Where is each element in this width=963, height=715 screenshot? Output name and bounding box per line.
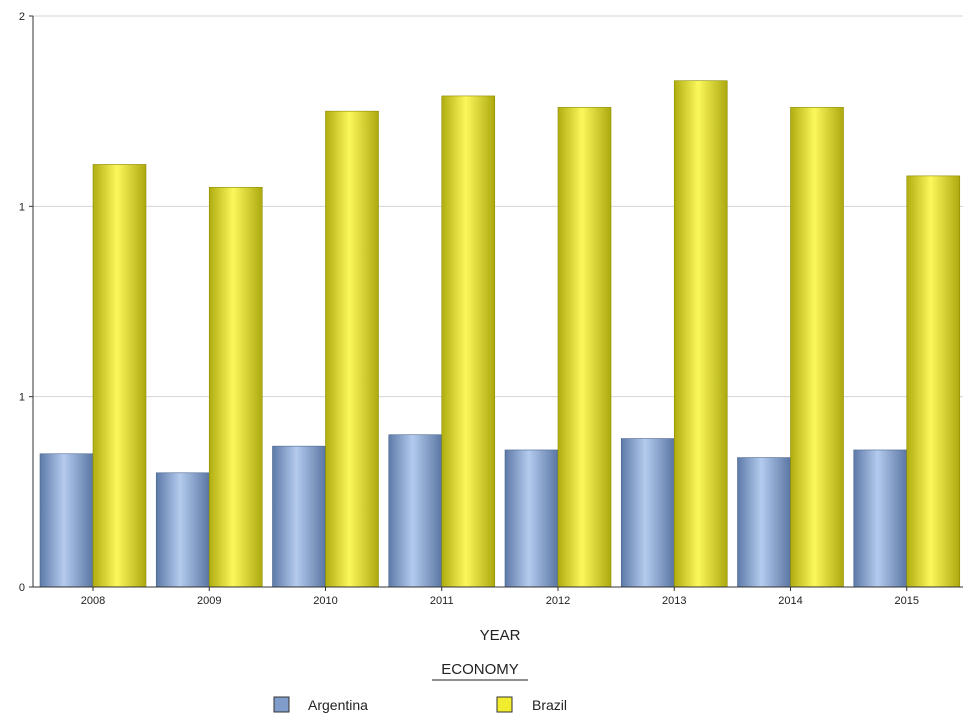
legend: Argentina Brazil xyxy=(273,696,567,713)
legend-title: ECONOMY xyxy=(441,661,519,678)
bar-argentina-2008 xyxy=(39,453,94,588)
bar-argentina-2011 xyxy=(388,434,443,588)
bar-brazil-2008 xyxy=(92,164,147,588)
bar-argentina-2015 xyxy=(853,449,908,588)
y-tick-label: 1 xyxy=(19,392,25,404)
bar-argentina-2010 xyxy=(272,445,326,588)
x-axis-title: YEAR xyxy=(480,627,521,644)
bar-argentina-2014 xyxy=(737,457,791,588)
legend-label-brazil: Brazil xyxy=(532,697,567,713)
y-tick-label: 1 xyxy=(19,201,25,213)
x-tick-label: 2015 xyxy=(895,595,919,607)
bar-brazil-2013 xyxy=(673,80,728,588)
x-tick-label: 2014 xyxy=(778,595,802,607)
x-tick-label: 2013 xyxy=(662,595,686,607)
bar-argentina-2013 xyxy=(620,438,675,588)
bar-brazil-2014 xyxy=(790,107,844,588)
x-axis-ticks: 2008 2009 2010 2011 2012 2013 2014 2015 xyxy=(81,587,919,607)
bar-brazil-2009 xyxy=(208,187,263,588)
bar-argentina-2012 xyxy=(504,449,559,588)
legend-label-argentina: Argentina xyxy=(308,697,368,713)
x-tick-label: 2011 xyxy=(430,595,454,607)
x-tick-label: 2008 xyxy=(81,595,105,607)
y-axis-ticks: 0 1 1 2 xyxy=(19,11,33,594)
bar-argentina-2009 xyxy=(155,472,210,588)
y-tick-label: 2 xyxy=(19,11,25,23)
x-tick-label: 2009 xyxy=(197,595,221,607)
y-tick-label: 0 xyxy=(19,582,25,594)
bar-brazil-2012 xyxy=(557,107,612,588)
bar-brazil-2015 xyxy=(906,175,961,588)
x-tick-label: 2010 xyxy=(313,595,337,607)
legend-swatch-brazil xyxy=(496,696,513,713)
bars xyxy=(39,80,961,588)
legend-swatch-argentina xyxy=(273,696,290,713)
bar-brazil-2011 xyxy=(441,95,496,588)
x-tick-label: 2012 xyxy=(546,595,570,607)
bar-brazil-2010 xyxy=(325,110,379,588)
axes xyxy=(32,16,963,588)
